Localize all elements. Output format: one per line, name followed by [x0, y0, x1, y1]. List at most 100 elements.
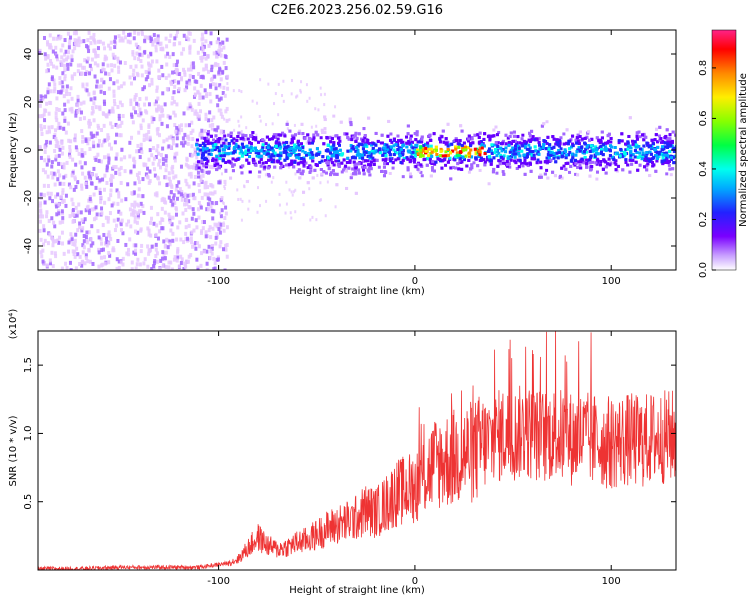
heatmap-cell [414, 143, 418, 147]
heatmap-cell [576, 139, 580, 143]
heatmap-cell [657, 152, 661, 156]
heatmap-cell [147, 67, 151, 72]
heatmap-cell [132, 156, 136, 161]
heatmap-cell [63, 118, 67, 123]
heatmap-cell [441, 129, 445, 133]
heatmap-cell [434, 160, 438, 164]
heatmap-cell [194, 109, 198, 114]
heatmap-cell [88, 259, 92, 264]
heatmap-cell [316, 173, 319, 177]
heatmap-cell [593, 154, 597, 158]
heatmap-cell [224, 152, 228, 156]
heatmap-cell [151, 42, 155, 47]
heatmap-cell [645, 151, 649, 155]
heatmap-cell [47, 82, 51, 87]
heatmap-cell [254, 149, 258, 153]
heatmap-cell [85, 184, 89, 189]
heatmap-cell [346, 156, 350, 160]
heatmap-cell [585, 165, 589, 169]
heatmap-cell [286, 127, 289, 131]
heatmap-cell [68, 38, 72, 43]
heatmap-cell [219, 129, 223, 134]
heatmap-cell [134, 64, 138, 69]
heatmap-cell [480, 142, 484, 146]
heatmap-cell [41, 248, 45, 253]
heatmap-cell [277, 82, 280, 86]
heatmap-cell [545, 160, 549, 164]
heatmap-cell [292, 146, 296, 150]
heatmap-cell [431, 160, 435, 164]
heatmap-cell [177, 130, 181, 135]
heatmap-cell [361, 147, 365, 151]
heatmap-cell [323, 103, 326, 107]
heatmap-cell [244, 134, 248, 138]
heatmap-cell [562, 132, 566, 136]
heatmap-cell [636, 155, 640, 159]
heatmap-cell [76, 228, 80, 233]
y-tick-label: 40 [23, 48, 34, 61]
heatmap-cell [261, 143, 265, 147]
heatmap-cell [666, 161, 670, 165]
heatmap-cell [45, 69, 49, 74]
heatmap-cell [129, 224, 133, 229]
heatmap-cell [138, 155, 142, 160]
heatmap-cell [60, 55, 64, 60]
heatmap-cell [66, 66, 70, 71]
heatmap-cell [374, 131, 378, 135]
heatmap-cell [67, 45, 71, 50]
heatmap-cell [182, 240, 186, 245]
heatmap-cell [207, 244, 211, 249]
heatmap-cell [196, 267, 200, 270]
heatmap-cell [626, 147, 630, 151]
heatmap-cell [204, 56, 208, 61]
heatmap-cell [508, 165, 512, 169]
heatmap-cell [190, 240, 194, 245]
heatmap-cell [180, 76, 184, 81]
heatmap-cell [154, 247, 158, 252]
heatmap-cell [171, 215, 175, 220]
heatmap-cell [92, 133, 96, 138]
heatmap-cell [297, 153, 301, 157]
heatmap-cell [97, 247, 101, 252]
heatmap-cell [495, 149, 499, 153]
heatmap-cell [369, 160, 373, 164]
heatmap-cell [477, 135, 481, 139]
heatmap-cell [192, 228, 196, 233]
heatmap-cell [501, 157, 505, 161]
heatmap-cell [314, 130, 318, 134]
heatmap-cell [168, 39, 172, 44]
heatmap-cell [361, 138, 365, 142]
heatmap-cell [215, 94, 219, 99]
heatmap-cell [264, 142, 268, 146]
heatmap-cell [645, 158, 649, 162]
heatmap-cell [419, 139, 423, 143]
heatmap-cell [557, 148, 561, 152]
heatmap-cell [322, 170, 326, 174]
heatmap-cell [363, 150, 367, 154]
heatmap-cell [133, 215, 137, 220]
heatmap-cell [585, 135, 589, 139]
heatmap-cell [248, 155, 252, 159]
heatmap-cell [663, 158, 667, 162]
heatmap-cell [83, 175, 87, 180]
heatmap-cell [507, 143, 511, 147]
heatmap-cell [654, 169, 658, 173]
heatmap-cell [405, 141, 409, 145]
heatmap-cell [295, 95, 298, 99]
heatmap-cell [370, 143, 374, 147]
heatmap-cell [570, 152, 574, 156]
heatmap-cell [520, 149, 524, 153]
heatmap-cell [57, 235, 61, 240]
heatmap-cell [218, 151, 222, 155]
heatmap-cell [177, 180, 181, 185]
heatmap-cell [110, 63, 114, 68]
heatmap-cell [201, 151, 205, 155]
heatmap-cell [209, 134, 213, 138]
heatmap-cell [155, 127, 159, 132]
heatmap-cell [367, 163, 371, 167]
heatmap-cell [155, 148, 159, 153]
heatmap-cell [646, 162, 650, 166]
heatmap-cell [61, 241, 65, 246]
heatmap-cell [407, 139, 411, 143]
heatmap-cell [81, 250, 85, 255]
